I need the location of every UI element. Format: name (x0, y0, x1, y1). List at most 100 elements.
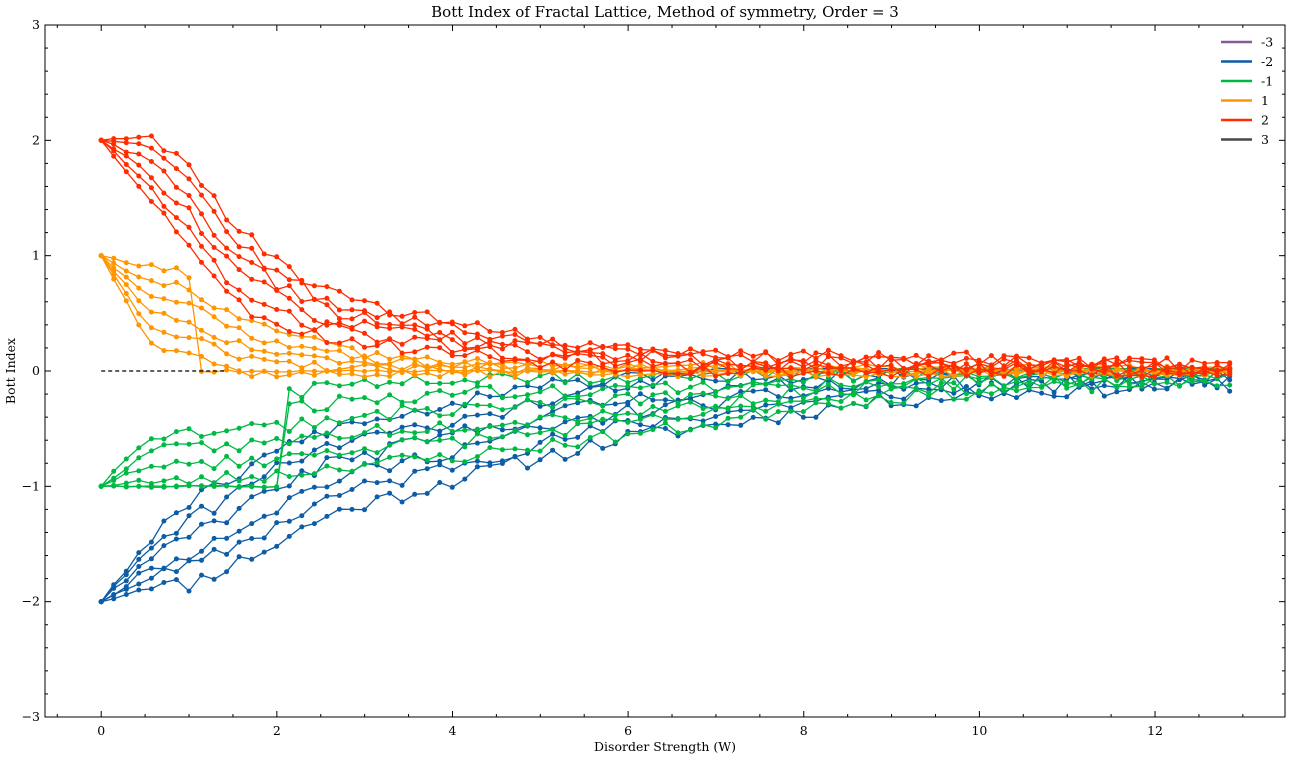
series-point-2 (1014, 359, 1019, 365)
series-point--1 (424, 429, 430, 435)
series-point--1 (800, 395, 806, 401)
y-tick-label: 2 (32, 132, 40, 147)
series-point--2 (575, 377, 581, 383)
series-point--1 (637, 401, 643, 407)
series-point--1 (236, 478, 242, 484)
series-point--2 (725, 422, 731, 428)
series-point--2 (387, 490, 393, 496)
series-point--1 (1089, 389, 1095, 395)
series-point--1 (562, 415, 568, 421)
series-point-1 (424, 367, 430, 373)
series-point--1 (173, 483, 179, 489)
series-point--1 (412, 430, 418, 436)
series-point-2 (775, 362, 781, 368)
series-point--1 (148, 436, 154, 442)
series-point-2 (800, 360, 806, 366)
series-point-1 (161, 283, 167, 289)
series-point-1 (487, 361, 493, 367)
series-point-2 (173, 150, 179, 156)
series-point-2 (261, 279, 267, 285)
series-point--1 (362, 412, 367, 418)
series-point-2 (324, 295, 330, 301)
series-point--1 (161, 478, 167, 484)
series-point-1 (199, 336, 204, 342)
series-point--1 (499, 422, 505, 428)
series-point-2 (136, 183, 142, 189)
series-point--1 (98, 483, 104, 489)
series-point-1 (750, 369, 756, 375)
series-point-2 (123, 153, 129, 159)
series-point-2 (1139, 356, 1145, 362)
series-point--1 (399, 428, 405, 434)
series-point--2 (311, 429, 317, 435)
series-point--1 (763, 416, 769, 422)
series-point-2 (512, 338, 518, 344)
series-point-2 (1064, 364, 1070, 370)
series-point-1 (700, 373, 706, 379)
series-point--1 (224, 470, 230, 475)
series-point--2 (349, 487, 355, 492)
series-point-1 (249, 368, 255, 374)
series-point--1 (261, 463, 267, 469)
series-point--2 (825, 385, 831, 391)
series-point-2 (462, 330, 468, 336)
series-point--1 (763, 397, 769, 403)
series-point--2 (575, 434, 581, 440)
series-point--2 (437, 458, 443, 464)
series-point-2 (1214, 367, 1220, 373)
series-point--2 (499, 427, 505, 433)
series-point-2 (512, 356, 518, 362)
series-point--1 (838, 405, 844, 411)
series-point--1 (474, 426, 480, 432)
series-point--1 (838, 382, 844, 388)
series-point-2 (662, 348, 668, 354)
series-point-2 (625, 342, 631, 348)
series-point-2 (1227, 360, 1233, 366)
series-point--1 (587, 392, 593, 398)
series-point-2 (123, 162, 129, 167)
series-point--1 (825, 401, 831, 407)
series-point-1 (123, 291, 129, 296)
series-point--2 (512, 454, 518, 460)
series-point-2 (763, 350, 769, 356)
series-point--2 (1051, 393, 1057, 399)
series-point-2 (750, 353, 756, 359)
series-point-1 (173, 348, 179, 354)
series-point-1 (437, 368, 443, 374)
series-point-2 (926, 353, 932, 359)
series-point-2 (888, 362, 894, 368)
series-point-2 (675, 371, 681, 377)
series-point-1 (374, 367, 380, 373)
series-point--2 (1089, 381, 1095, 387)
series-point-2 (412, 334, 418, 340)
series-point-2 (562, 350, 568, 356)
series-point--2 (261, 549, 267, 555)
series-point-2 (336, 320, 342, 326)
series-point--2 (625, 399, 631, 405)
series-point--1 (336, 383, 342, 389)
series-point--1 (111, 483, 117, 488)
series-point--2 (199, 572, 204, 578)
series-point-2 (374, 300, 380, 306)
series-point-2 (725, 361, 731, 367)
series-point-1 (261, 340, 267, 346)
series-point--2 (1164, 385, 1170, 391)
y-tick-label: 3 (32, 17, 40, 32)
series-line-2 (101, 135, 1230, 371)
series-point-2 (499, 346, 505, 352)
series-point--1 (512, 446, 518, 452)
series-point--2 (437, 432, 443, 438)
series-point-1 (324, 355, 330, 361)
series-point-2 (161, 168, 167, 174)
series-point--1 (1001, 383, 1007, 389)
series-point--2 (261, 513, 267, 519)
series-point-1 (261, 321, 267, 327)
series-point-2 (349, 316, 355, 322)
series-point-2 (963, 355, 969, 361)
series-point-1 (161, 268, 167, 274)
series-point--2 (600, 445, 606, 451)
series-point--1 (236, 484, 242, 490)
series-point--2 (299, 513, 305, 519)
series-point-2 (976, 370, 982, 376)
series-point--1 (650, 427, 656, 433)
